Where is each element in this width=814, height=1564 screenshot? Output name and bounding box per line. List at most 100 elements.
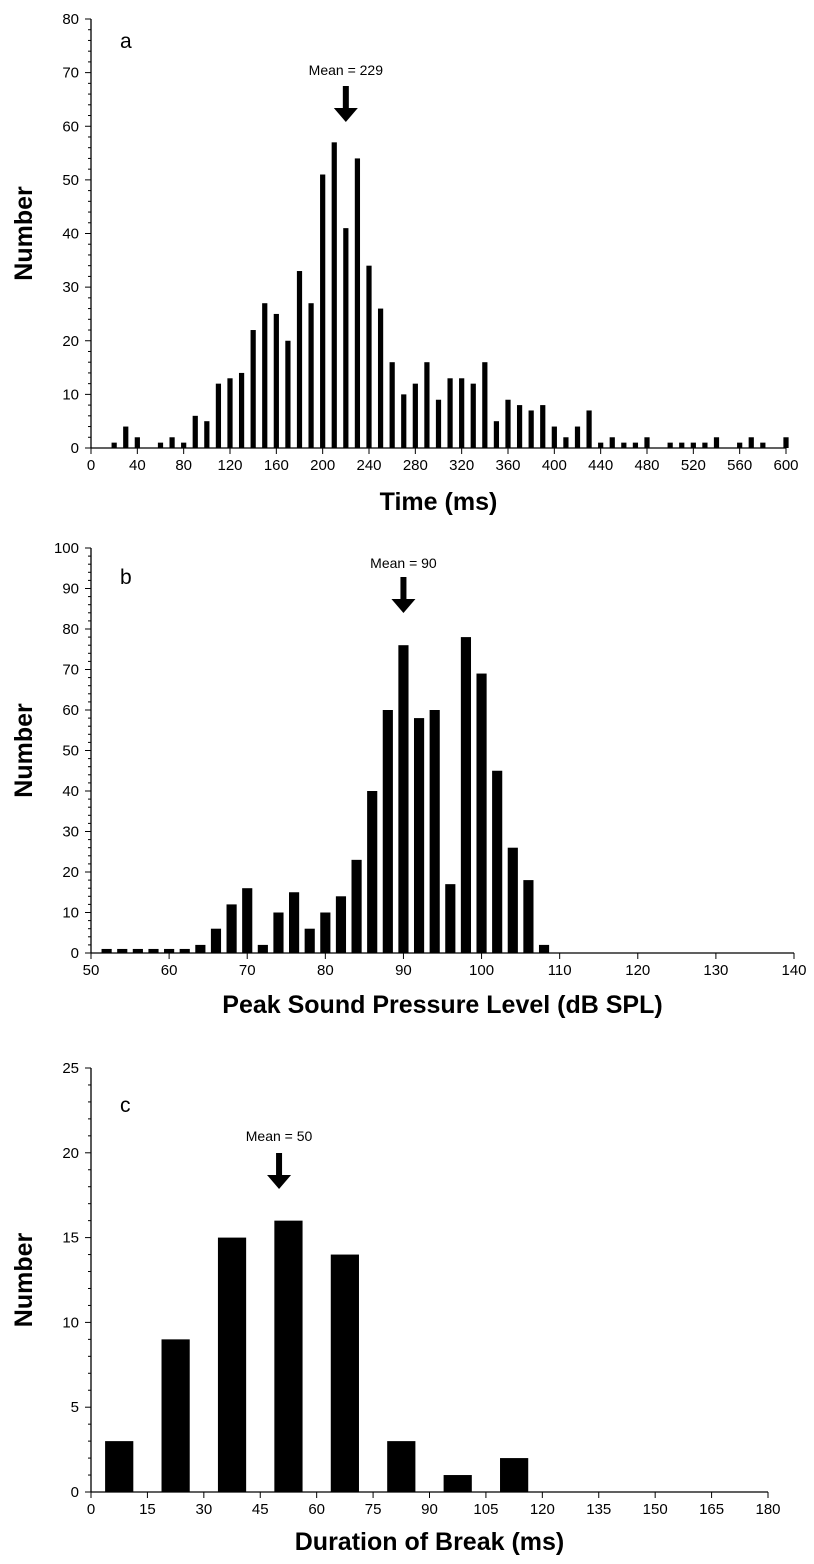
y-tick-label: 10 <box>62 905 79 922</box>
x-tick-label: 70 <box>239 962 256 979</box>
histogram-bar <box>760 442 766 448</box>
x-tick-label: 165 <box>699 1501 724 1518</box>
histogram-bar <box>632 442 639 448</box>
histogram-bar <box>398 645 409 953</box>
histogram-bar <box>308 303 314 448</box>
histogram-bar <box>148 948 159 953</box>
y-tick-label: 40 <box>62 226 79 243</box>
x-tick-label: 280 <box>403 457 428 474</box>
histogram-bar <box>737 442 743 448</box>
mean-arrow-head-icon <box>267 1175 292 1189</box>
histogram-bar <box>215 383 222 448</box>
histogram-bar <box>262 303 268 448</box>
y-tick-label: 10 <box>62 1314 79 1331</box>
histogram-bar <box>667 442 673 448</box>
x-axis-title: Duration of Break (ms) <box>295 1528 564 1556</box>
histogram-bar <box>429 710 440 953</box>
histogram-bar <box>134 437 140 448</box>
y-tick-label: 5 <box>71 1399 79 1416</box>
x-tick-label: 150 <box>643 1501 668 1518</box>
histogram-bar <box>492 770 503 953</box>
histogram-bar <box>169 437 175 448</box>
chart-panel-c: 0 5 10 15 20 25 0 15 30 45 60 75 90 105 120 135 150 165 18… <box>10 1060 781 1556</box>
histogram-bar <box>250 330 256 448</box>
histogram-bar <box>117 948 128 953</box>
histogram-bar <box>304 928 315 953</box>
mean-label: Mean = 229 <box>309 62 384 78</box>
histogram-bar <box>443 1475 472 1492</box>
x-tick-label: 80 <box>317 962 334 979</box>
chart-panel-b: 0 10 20 30 40 50 60 70 80 90 100 50 60 70 80 90 100 110 12… <box>10 540 807 1019</box>
panel-letter: a <box>120 30 132 53</box>
histogram-bar <box>273 912 284 953</box>
x-tick-label: 30 <box>195 1501 212 1518</box>
y-tick-label: 0 <box>71 1484 79 1501</box>
histogram-bar <box>111 442 117 448</box>
histogram-bar <box>296 271 303 448</box>
y-axis-title: Number <box>10 1233 38 1328</box>
histogram-bar <box>320 174 326 448</box>
histogram-bar <box>320 912 331 953</box>
histogram-bar <box>702 442 708 448</box>
x-tick-label: 240 <box>356 457 381 474</box>
histogram-bar <box>161 1339 190 1492</box>
histogram-bar <box>412 383 418 448</box>
y-tick-label: 0 <box>71 945 79 962</box>
histogram-bar <box>123 426 129 448</box>
histogram-bar <box>523 880 534 953</box>
histogram-bar <box>476 673 487 953</box>
histogram-bar <box>238 372 245 448</box>
x-tick-label: 50 <box>83 962 100 979</box>
x-tick-label: 120 <box>530 1501 555 1518</box>
histogram-bar <box>331 142 337 448</box>
histogram-bar <box>204 421 210 448</box>
x-tick-label: 90 <box>421 1501 438 1518</box>
histogram-bar <box>447 378 453 448</box>
histogram-bar <box>217 1237 247 1492</box>
histogram-bar <box>164 948 175 953</box>
histogram-bar <box>748 437 754 448</box>
x-tick-label: 120 <box>625 962 650 979</box>
histogram-bar <box>445 884 456 953</box>
histogram-bar <box>101 948 112 953</box>
histogram-bar <box>195 944 206 953</box>
x-tick-label: 0 <box>87 457 95 474</box>
x-tick-label: 140 <box>781 962 806 979</box>
histogram-bar <box>335 896 347 953</box>
x-tick-label: 120 <box>217 457 242 474</box>
y-tick-label: 50 <box>62 743 79 760</box>
histogram-bar <box>181 442 187 448</box>
histogram-bar <box>621 442 627 448</box>
histogram-bar <box>226 904 237 953</box>
histogram-bar <box>274 1220 303 1492</box>
histogram-bar <box>783 437 789 448</box>
y-tick-label: 15 <box>62 1230 79 1247</box>
x-tick-label: 200 <box>310 457 335 474</box>
histogram-bar <box>351 859 362 953</box>
y-axis-title: Number <box>10 186 38 281</box>
y-tick-label: 60 <box>62 702 79 719</box>
y-tick-label: 30 <box>62 824 79 841</box>
y-tick-label: 20 <box>62 333 79 350</box>
y-tick-label: 20 <box>62 1145 79 1162</box>
y-tick-label: 20 <box>62 864 79 881</box>
histogram-bar <box>157 442 164 448</box>
histogram-bar <box>435 399 442 448</box>
y-tick-label: 100 <box>54 540 79 557</box>
mean-label: Mean = 50 <box>246 1128 313 1144</box>
histogram-bar <box>505 399 511 448</box>
x-tick-label: 440 <box>588 457 613 474</box>
x-tick-label: 0 <box>87 1501 95 1518</box>
panel-letter: c <box>120 1094 131 1117</box>
histogram-bar <box>192 415 198 448</box>
histogram-bar <box>343 228 349 448</box>
mean-arrow-shaft <box>276 1153 283 1175</box>
histogram-bar <box>538 944 550 953</box>
x-tick-label: 600 <box>773 457 798 474</box>
histogram-bar <box>367 791 378 953</box>
histogram-bar <box>460 637 472 953</box>
mean-arrow-head-icon <box>333 108 358 122</box>
histogram-bar <box>289 892 300 953</box>
y-tick-label: 30 <box>62 279 79 296</box>
x-tick-label: 400 <box>542 457 567 474</box>
